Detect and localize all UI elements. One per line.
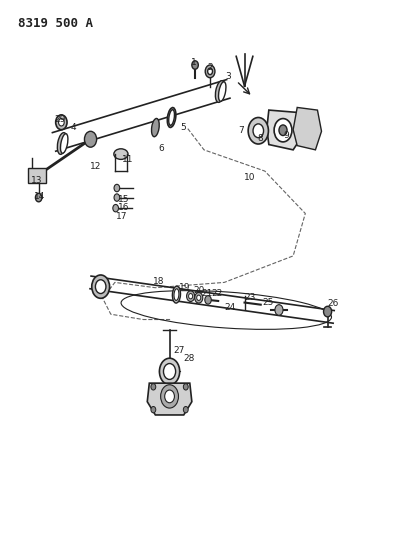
Circle shape xyxy=(165,390,174,403)
Text: 16: 16 xyxy=(118,203,129,212)
Polygon shape xyxy=(267,110,305,150)
Text: 8: 8 xyxy=(257,134,263,143)
Circle shape xyxy=(192,61,198,69)
Text: 21: 21 xyxy=(202,289,213,298)
Text: 6: 6 xyxy=(159,144,164,154)
Ellipse shape xyxy=(167,108,176,127)
Circle shape xyxy=(324,306,332,317)
Text: 27: 27 xyxy=(173,346,184,355)
Circle shape xyxy=(195,293,203,303)
Text: 2: 2 xyxy=(207,63,213,72)
Text: 7: 7 xyxy=(238,126,244,135)
Text: 4: 4 xyxy=(71,123,76,132)
Text: 3: 3 xyxy=(226,72,231,81)
Text: 11: 11 xyxy=(122,155,133,164)
Polygon shape xyxy=(293,108,322,150)
Circle shape xyxy=(183,407,188,413)
Circle shape xyxy=(248,117,268,144)
Text: 5: 5 xyxy=(180,123,186,132)
Text: 15: 15 xyxy=(118,195,129,204)
Text: 9: 9 xyxy=(283,131,289,140)
Text: 10: 10 xyxy=(244,173,255,182)
Circle shape xyxy=(197,295,201,301)
Circle shape xyxy=(188,294,193,299)
Ellipse shape xyxy=(58,133,67,155)
Text: 29: 29 xyxy=(54,115,66,124)
Polygon shape xyxy=(147,383,192,415)
Text: 17: 17 xyxy=(116,212,128,221)
Text: 28: 28 xyxy=(183,354,195,363)
Circle shape xyxy=(35,193,42,202)
Circle shape xyxy=(160,358,180,385)
Text: 8319 500 A: 8319 500 A xyxy=(18,17,93,30)
Text: 20: 20 xyxy=(193,286,205,295)
Polygon shape xyxy=(28,168,46,183)
Circle shape xyxy=(205,296,211,304)
Circle shape xyxy=(205,65,215,78)
Text: 1: 1 xyxy=(191,58,197,67)
Circle shape xyxy=(151,407,156,413)
Circle shape xyxy=(84,131,97,147)
Circle shape xyxy=(164,364,175,379)
Text: 19: 19 xyxy=(179,283,190,292)
Circle shape xyxy=(95,280,106,294)
Ellipse shape xyxy=(151,118,159,136)
Ellipse shape xyxy=(174,289,179,301)
Circle shape xyxy=(183,384,188,390)
Ellipse shape xyxy=(219,82,226,101)
Circle shape xyxy=(161,385,178,408)
Text: 22: 22 xyxy=(212,288,223,297)
Circle shape xyxy=(114,194,120,201)
Ellipse shape xyxy=(172,286,180,303)
Circle shape xyxy=(92,275,110,298)
Circle shape xyxy=(58,118,64,126)
Ellipse shape xyxy=(60,134,68,154)
Circle shape xyxy=(114,184,120,192)
Circle shape xyxy=(55,115,67,130)
Circle shape xyxy=(253,124,264,138)
Text: 25: 25 xyxy=(262,298,274,307)
Ellipse shape xyxy=(169,110,175,125)
Circle shape xyxy=(151,384,156,390)
Ellipse shape xyxy=(215,80,225,102)
Text: 12: 12 xyxy=(90,163,101,171)
Text: 13: 13 xyxy=(31,176,43,185)
Text: 23: 23 xyxy=(244,293,255,302)
Circle shape xyxy=(275,305,283,316)
Ellipse shape xyxy=(114,149,128,159)
Text: 18: 18 xyxy=(153,277,164,286)
Circle shape xyxy=(279,125,287,135)
Circle shape xyxy=(274,118,292,142)
Circle shape xyxy=(186,291,195,302)
Circle shape xyxy=(208,68,213,75)
Text: 26: 26 xyxy=(327,299,339,308)
Circle shape xyxy=(113,205,118,212)
Text: 24: 24 xyxy=(224,303,235,312)
Text: 14: 14 xyxy=(34,192,46,201)
